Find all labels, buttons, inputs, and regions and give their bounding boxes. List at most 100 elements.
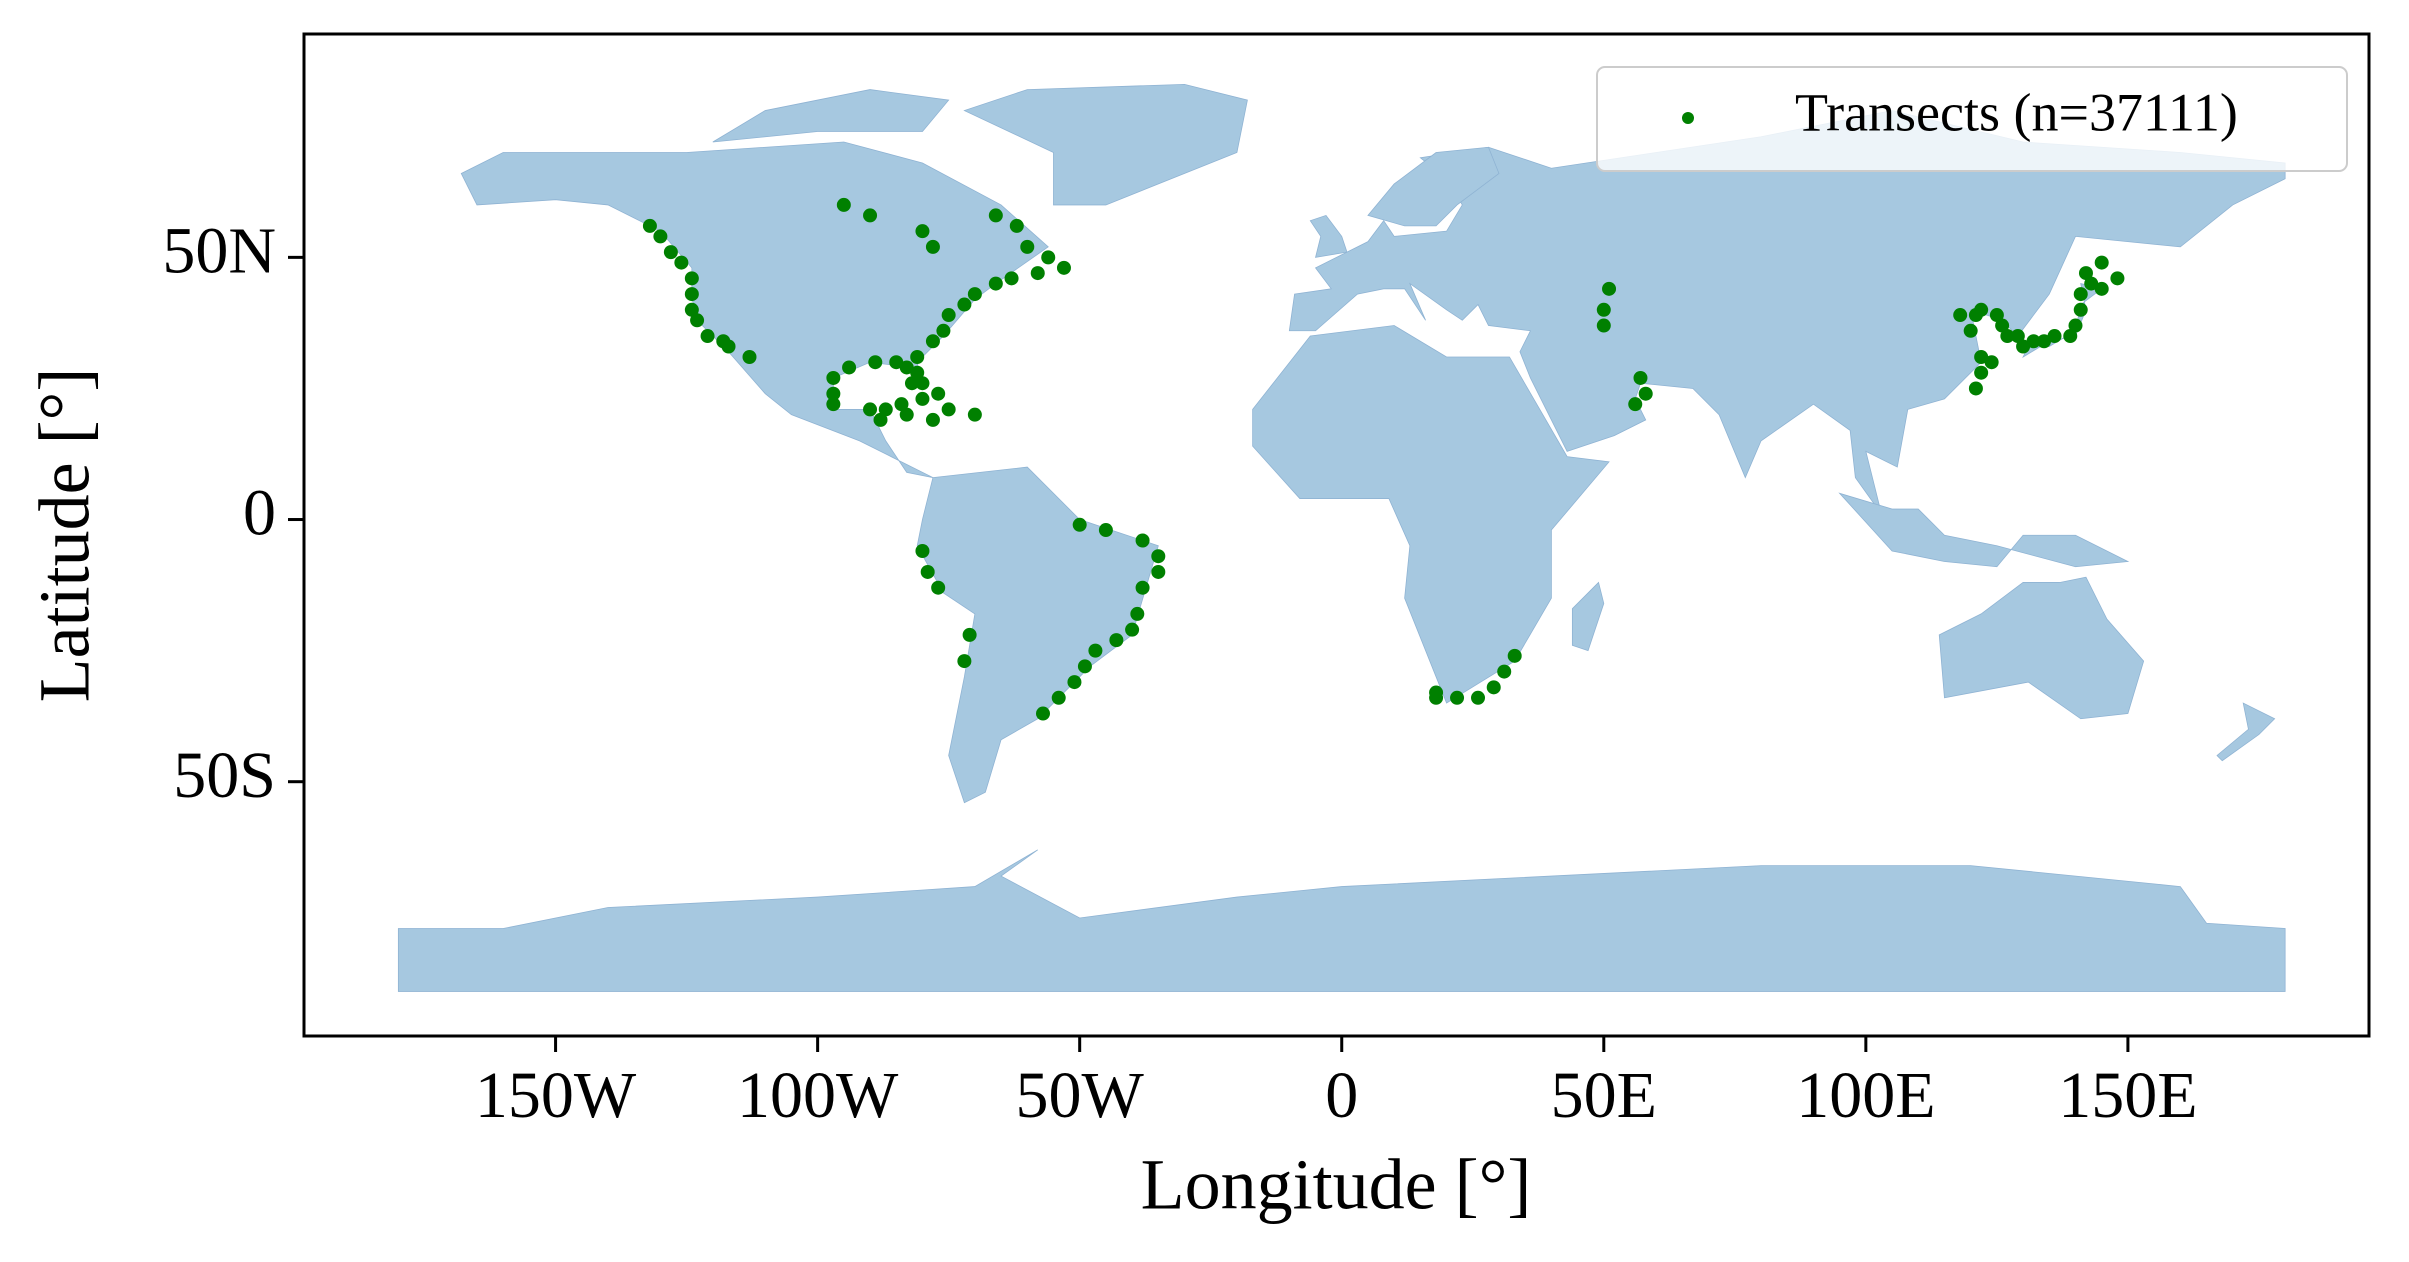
transect-point	[957, 297, 972, 312]
transect-point	[1628, 397, 1643, 412]
transect-point	[1135, 533, 1150, 548]
transect-point	[684, 287, 699, 302]
britain	[1309, 214, 1348, 258]
transect-point	[1151, 549, 1166, 564]
transect-point	[826, 397, 841, 412]
transect-point	[1429, 690, 1444, 705]
transect-point	[1009, 218, 1024, 233]
points	[642, 197, 2125, 721]
transect-point	[915, 224, 930, 239]
transect-point	[2010, 329, 2025, 344]
transect-point	[742, 349, 757, 364]
transect-point	[642, 218, 657, 233]
transect-point	[868, 355, 883, 370]
x-tick-label: 0	[1325, 1059, 1358, 1132]
transect-point	[2110, 271, 2125, 286]
x-tick-label: 50E	[1551, 1059, 1657, 1132]
transect-point	[1974, 365, 1989, 380]
transect-point	[1471, 690, 1486, 705]
x-tick-label: 150E	[2058, 1059, 2197, 1132]
transect-point	[700, 329, 715, 344]
transect-point	[988, 276, 1003, 291]
transect-point	[910, 365, 925, 380]
legend-box	[1596, 66, 2348, 172]
transect-point	[2063, 329, 2078, 344]
transect-point	[1989, 308, 2004, 323]
transect-point	[941, 402, 956, 417]
transect-point	[684, 302, 699, 317]
transect-point	[2084, 276, 2099, 291]
transect-point	[1963, 323, 1978, 338]
transect-point	[2047, 329, 2062, 344]
transect-point	[2068, 318, 2083, 333]
transect-point	[967, 287, 982, 302]
y-tick-label: 50N	[162, 215, 276, 288]
transect-point	[1004, 271, 1019, 286]
axes-frame	[302, 32, 2371, 1038]
arctic-islands	[712, 89, 950, 143]
transect-point	[663, 245, 678, 260]
transect-point	[1596, 318, 1611, 333]
legend-label: Transects (n=37111)	[1795, 82, 2238, 142]
transect-point	[920, 564, 935, 579]
transect-point	[1486, 680, 1501, 695]
transect-point	[899, 407, 914, 422]
transect-point	[1984, 355, 1999, 370]
transect-point	[2073, 287, 2088, 302]
transect-point	[1130, 606, 1145, 621]
transect-point	[1051, 690, 1066, 705]
transect-point	[1077, 659, 1092, 674]
transect-point	[1974, 349, 1989, 364]
transect-point	[1974, 302, 1989, 317]
transect-point	[684, 271, 699, 286]
transect-point	[878, 402, 893, 417]
transect-point	[925, 334, 940, 349]
transect-point	[894, 397, 909, 412]
land	[397, 83, 2286, 992]
transect-point	[925, 239, 940, 254]
australia	[1938, 576, 2145, 720]
transect-point	[1135, 580, 1150, 595]
transect-point	[863, 208, 878, 223]
transect-point	[899, 360, 914, 375]
transect-point	[936, 323, 951, 338]
africa	[1252, 325, 1610, 704]
transect-point	[1041, 250, 1056, 265]
x-tick-label: 150W	[475, 1059, 637, 1132]
transect-point	[826, 386, 841, 401]
transect-point	[2094, 255, 2109, 270]
transect-point	[1098, 523, 1113, 538]
transect-point	[1020, 239, 1035, 254]
transect-point	[957, 654, 972, 669]
transect-point	[1030, 266, 1045, 281]
transect-point	[2094, 281, 2109, 296]
transect-point	[962, 627, 977, 642]
transect-point	[931, 386, 946, 401]
transect-point	[1638, 386, 1653, 401]
transect-point	[1995, 318, 2010, 333]
transect-point	[1602, 281, 1617, 296]
transect-point	[842, 360, 857, 375]
transect-point	[1035, 706, 1050, 721]
transect-point	[1109, 633, 1124, 648]
indonesia	[1838, 492, 2130, 568]
transect-point	[836, 197, 851, 212]
transect-point	[1596, 302, 1611, 317]
transect-point	[889, 355, 904, 370]
transect-point	[2078, 266, 2093, 281]
transect-point	[1507, 648, 1522, 663]
transect-point	[988, 208, 1003, 223]
transect-point	[1067, 675, 1082, 690]
transect-point	[2037, 334, 2052, 349]
y-axis-label: Latitude [°]	[25, 368, 105, 703]
x-axis-label: Longitude [°]	[1141, 1145, 1532, 1225]
transect-point	[904, 376, 919, 391]
south-america	[916, 466, 1159, 804]
greenland	[963, 83, 1248, 206]
transect-point	[1953, 308, 1968, 323]
transect-point	[967, 407, 982, 422]
transect-point	[915, 391, 930, 406]
transect-point	[1088, 643, 1103, 658]
transect-point	[1450, 690, 1465, 705]
